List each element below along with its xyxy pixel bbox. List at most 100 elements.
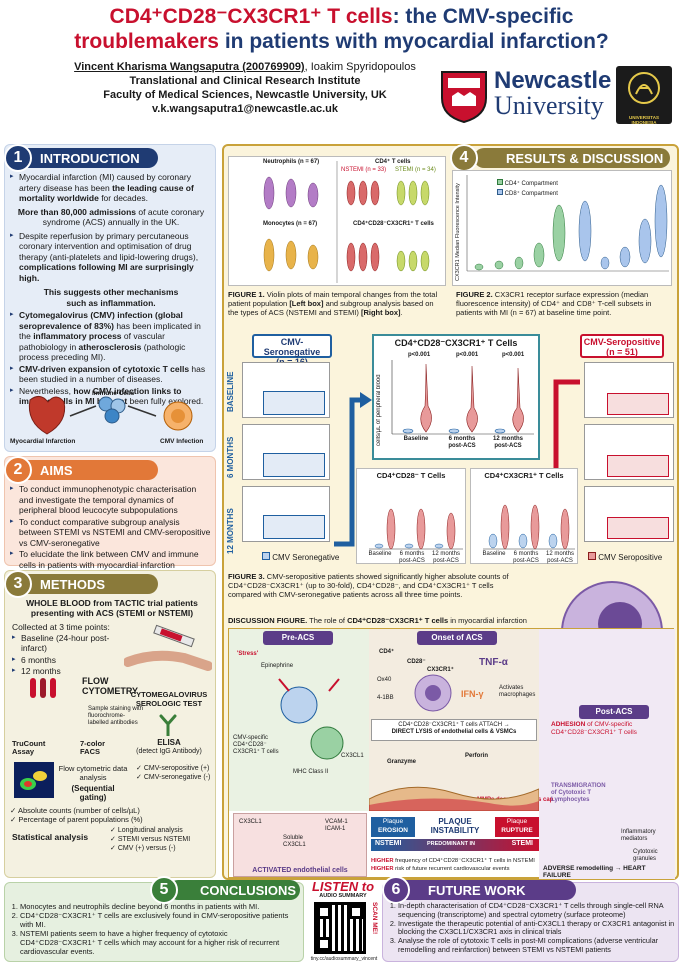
trucount-label: TruCount Assay: [12, 739, 46, 756]
staining-label: Sample staining with fluorochrome-labell…: [88, 706, 144, 726]
label-mi: Myocardial Infarction: [10, 438, 76, 445]
mhc-label: MHC Class II: [293, 769, 329, 775]
university-word: University: [494, 91, 604, 120]
predominant-bar: NSTEMI PREDOMINANT IN STEMI: [371, 839, 539, 851]
legend-seronegative: CMV Seronegative: [262, 552, 339, 562]
intro-illustration: Myocardial Infarction Immune Cells CMV I…: [10, 390, 212, 448]
fig1-cd4-title: CD4⁺ T cells: [375, 159, 411, 165]
poster-title-line1: CD4⁺CD28⁻CX3CR1⁺ T cells: the CMV-specif…: [0, 4, 683, 29]
stemi-label: STEMI: [511, 840, 533, 847]
attach-box: CD4⁺CD28⁻CX3CR1⁺ T cells ATTACH → DIRECT…: [371, 719, 537, 741]
intro-illustration-graphic: [28, 396, 193, 435]
blood-draw-icon: [124, 624, 212, 671]
results-title: RESULTS & DISCUSSION: [506, 150, 664, 166]
vcam-label: VCAM-1 ICAM-1: [325, 819, 348, 832]
seropos-n: (n = 51): [606, 347, 638, 357]
post-acs-panel: [539, 629, 675, 879]
activated-endothelial-label: ACTIVATED endothelial cells: [252, 867, 348, 874]
facs-label: 7-color FACS: [80, 739, 106, 756]
onset-t-cell: [414, 674, 452, 712]
outcome-list: ✓ Absolute counts (number of cells/µL) ✓…: [10, 806, 210, 824]
stress-label: 'Stress': [237, 651, 259, 657]
cx3cl1-label-2: CX3CL1: [239, 819, 262, 825]
author-email[interactable]: v.k.wangsaputra1@newcastle.ac.uk: [152, 103, 338, 115]
conclusion-3: NSTEMI patients seem to have a higher fr…: [20, 929, 300, 956]
conclusion-1: Monocytes and neutrophils decline beyond…: [20, 902, 300, 911]
ifn-label: IFN-γ: [461, 689, 484, 699]
central-p2: p<0.001: [456, 352, 479, 358]
future-number: 6: [382, 876, 410, 904]
sub-chart-1-title: CD4⁺CD28⁻ T Cells: [376, 471, 446, 480]
fig1-nstemi-label: NSTEMI (n = 33): [341, 167, 387, 173]
ui-logo-text: UNIVERSITAS INDONESIA: [629, 115, 659, 125]
seropositive-facs-plots: [584, 362, 674, 546]
future-3: Analyse the role of cytotoxic T cells in…: [398, 936, 676, 955]
cd28-label: CD28⁻: [407, 659, 426, 665]
title-red-part: CD4⁺CD28⁻CX3CR1⁺ T cells: [109, 5, 393, 28]
aim-1: To conduct immunophenotypic characterisa…: [10, 484, 212, 516]
label-baseline: BASELINE: [226, 371, 235, 412]
flow-cytometry-label: FLOW CYTOMETRY: [82, 676, 139, 696]
co-author: , Ioakim Spyridopoulos: [304, 61, 416, 73]
newcastle-logo: Newcastle University: [438, 68, 611, 124]
sub2-x1: Baseline: [482, 551, 506, 557]
makara-icon: [628, 72, 660, 104]
gating-label: (Sequential gating): [71, 784, 115, 802]
listen-sub: AUDIO SUMMARY: [319, 893, 367, 899]
audio-url[interactable]: tiny.cc/audiosummary_vincent: [310, 956, 378, 962]
sub-chart-2-violins: [483, 504, 575, 550]
institute-1: Translational and Clinical Research Inst…: [129, 75, 361, 87]
sub1-x2: 6 months post-ACS: [399, 551, 425, 564]
stat-item-3: ✓ CMV (+) versus (-): [110, 845, 176, 852]
intro-bullet-3: Cytomegalovirus (CMV) infection (global …: [10, 310, 212, 363]
aims-header: AIMS: [8, 460, 158, 480]
seroneg-title: CMV-Seronegative: [263, 337, 321, 357]
methods-panel: [4, 570, 216, 878]
conclusions-list: Monocytes and neutrophils decline beyond…: [8, 902, 300, 956]
ox40-label: Ox40: [377, 677, 392, 683]
gating-plot-icon: [14, 762, 54, 798]
cx3cr1-label: CX3CR1⁺: [427, 667, 454, 673]
epinephrine-label: Epinephrine: [261, 663, 294, 669]
fig2-violins: [466, 175, 669, 272]
central-p3: p<0.001: [502, 352, 525, 358]
conclusions-number: 5: [150, 876, 178, 904]
results-header: RESULTS & DISCUSSION: [474, 148, 670, 168]
granzyme-label: Granzyme: [387, 759, 417, 765]
discussion-figure: Pre-ACS Onset of ACS Post-ACS 'Stress' E…: [228, 628, 675, 879]
attach-text-1: CD4⁺CD28⁻CX3CR1⁺ T cells ATTACH →: [398, 722, 510, 728]
future-header: FUTURE WORK: [396, 880, 576, 900]
test-tube-icon: [30, 678, 56, 698]
universitas-indonesia-logo: UNIVERSITAS INDONESIA: [616, 66, 672, 125]
title-navy-part-2: in patients with myocardial infarction?: [219, 30, 609, 53]
fig2-legend-cd8: CD8⁺ Compartment: [497, 189, 558, 198]
intro-bullet-5: Nevertheless, how CMV infection links to…: [10, 386, 212, 407]
elisa-label: ELISA: [157, 738, 181, 747]
methods-header: METHODS: [8, 574, 158, 594]
timepoint-baseline: Baseline (24-hour post-infarct): [12, 633, 122, 654]
title-red-part-2: troublemakers: [74, 30, 219, 53]
aims-content: To conduct immunophenotypic characterisa…: [10, 484, 212, 571]
cx3cl1-label-1: CX3CL1: [341, 753, 364, 759]
author-block: Vincent Kharisma Wangsaputra (200769909)…: [40, 60, 450, 116]
title-navy-part: : the CMV-specific: [392, 5, 574, 28]
qr-code[interactable]: [314, 902, 366, 954]
label-12-months: 12 MONTHS: [226, 508, 235, 554]
cd4-label: CD4⁺: [379, 649, 395, 655]
intro-callout-2: This suggests other mechanisms such as in…: [43, 287, 179, 308]
scan-me-label: SCAN ME!: [371, 902, 378, 935]
soluble-cx3cl1-label: Soluble CX3CL1: [283, 835, 306, 848]
central-xlabel-3: 12 months post-ACS: [492, 436, 523, 449]
future-2: Investigate the therapeutic potential of…: [398, 919, 676, 938]
activates-label: Activates macrophages: [499, 685, 536, 698]
intro-bullet-1: Myocardial infarction (MI) caused by cor…: [10, 172, 212, 204]
central-xlabel-2: 6 months post-ACS: [448, 436, 476, 449]
intro-content: Myocardial infarction (MI) caused by cor…: [10, 172, 212, 408]
methods-title: METHODS: [40, 576, 105, 592]
cmv-pos-item: ✓ CMV-seropositive (+): [136, 765, 210, 772]
higher-notes: HIGHER frequency of CD4⁺CD28⁻CX3CR1⁺ T c…: [371, 857, 539, 873]
adhesion-label: ADHESION of CMV-specific CD4⁺CD28⁻CX3CR1…: [551, 721, 637, 736]
tnf-label: TNF-α: [479, 657, 508, 668]
sub-chart-1-violins: [369, 508, 463, 550]
aim-3: To elucidate the link between CMV and im…: [10, 549, 212, 570]
